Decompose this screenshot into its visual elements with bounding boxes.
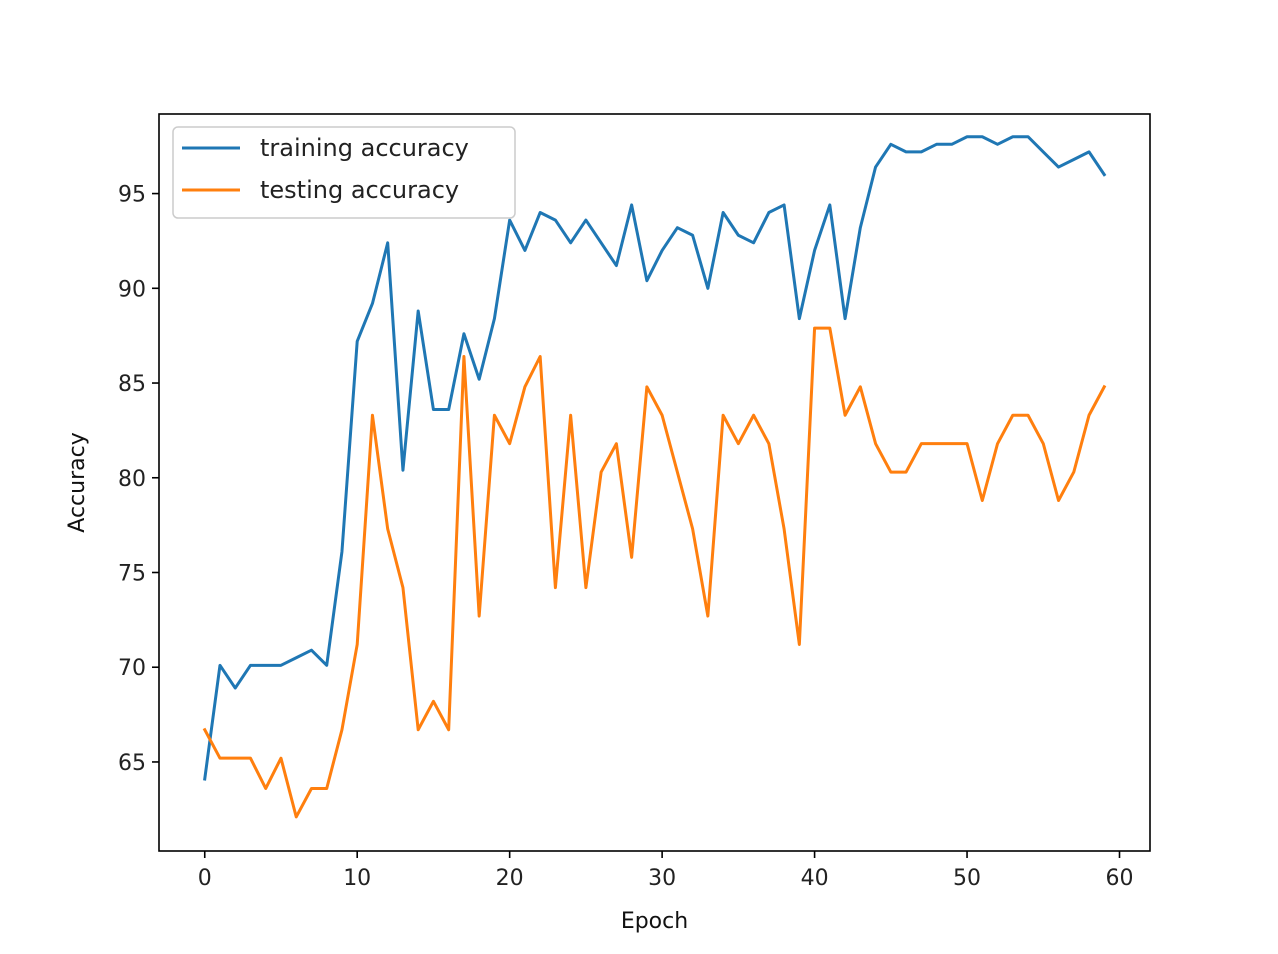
series-line-testing xyxy=(202,326,1107,819)
y-tick-label: 75 xyxy=(118,561,146,586)
x-tick-label: 0 xyxy=(198,866,212,891)
y-tick-label: 70 xyxy=(118,656,146,681)
x-tick-label: 10 xyxy=(343,866,371,891)
x-axis-label: Epoch xyxy=(621,909,688,934)
series-layer xyxy=(202,135,1107,819)
legend-label-testing: testing accuracy xyxy=(260,176,459,204)
x-tick-label: 20 xyxy=(496,866,524,891)
plot-area xyxy=(159,114,1150,851)
x-axis-ticks: 0 10 20 30 40 50 60 xyxy=(198,851,1134,891)
y-tick-label: 85 xyxy=(118,372,146,397)
y-axis-ticks: 65 70 75 80 85 90 95 xyxy=(118,183,159,776)
x-tick-label: 50 xyxy=(953,866,981,891)
plot-frame xyxy=(158,113,1151,852)
x-tick-label: 40 xyxy=(801,866,829,891)
x-tick-label: 30 xyxy=(648,866,676,891)
legend: training accuracy testing accuracy xyxy=(172,126,516,219)
legend-box xyxy=(172,126,516,219)
y-tick-label: 95 xyxy=(118,183,146,208)
y-axis-label: Accuracy xyxy=(65,432,90,532)
y-tick-label: 90 xyxy=(118,277,146,302)
y-tick-label: 65 xyxy=(118,751,146,776)
series-line-training xyxy=(203,135,1107,781)
y-tick-label: 80 xyxy=(118,467,146,492)
x-tick-label: 60 xyxy=(1106,866,1134,891)
legend-label-training: training accuracy xyxy=(260,134,469,162)
